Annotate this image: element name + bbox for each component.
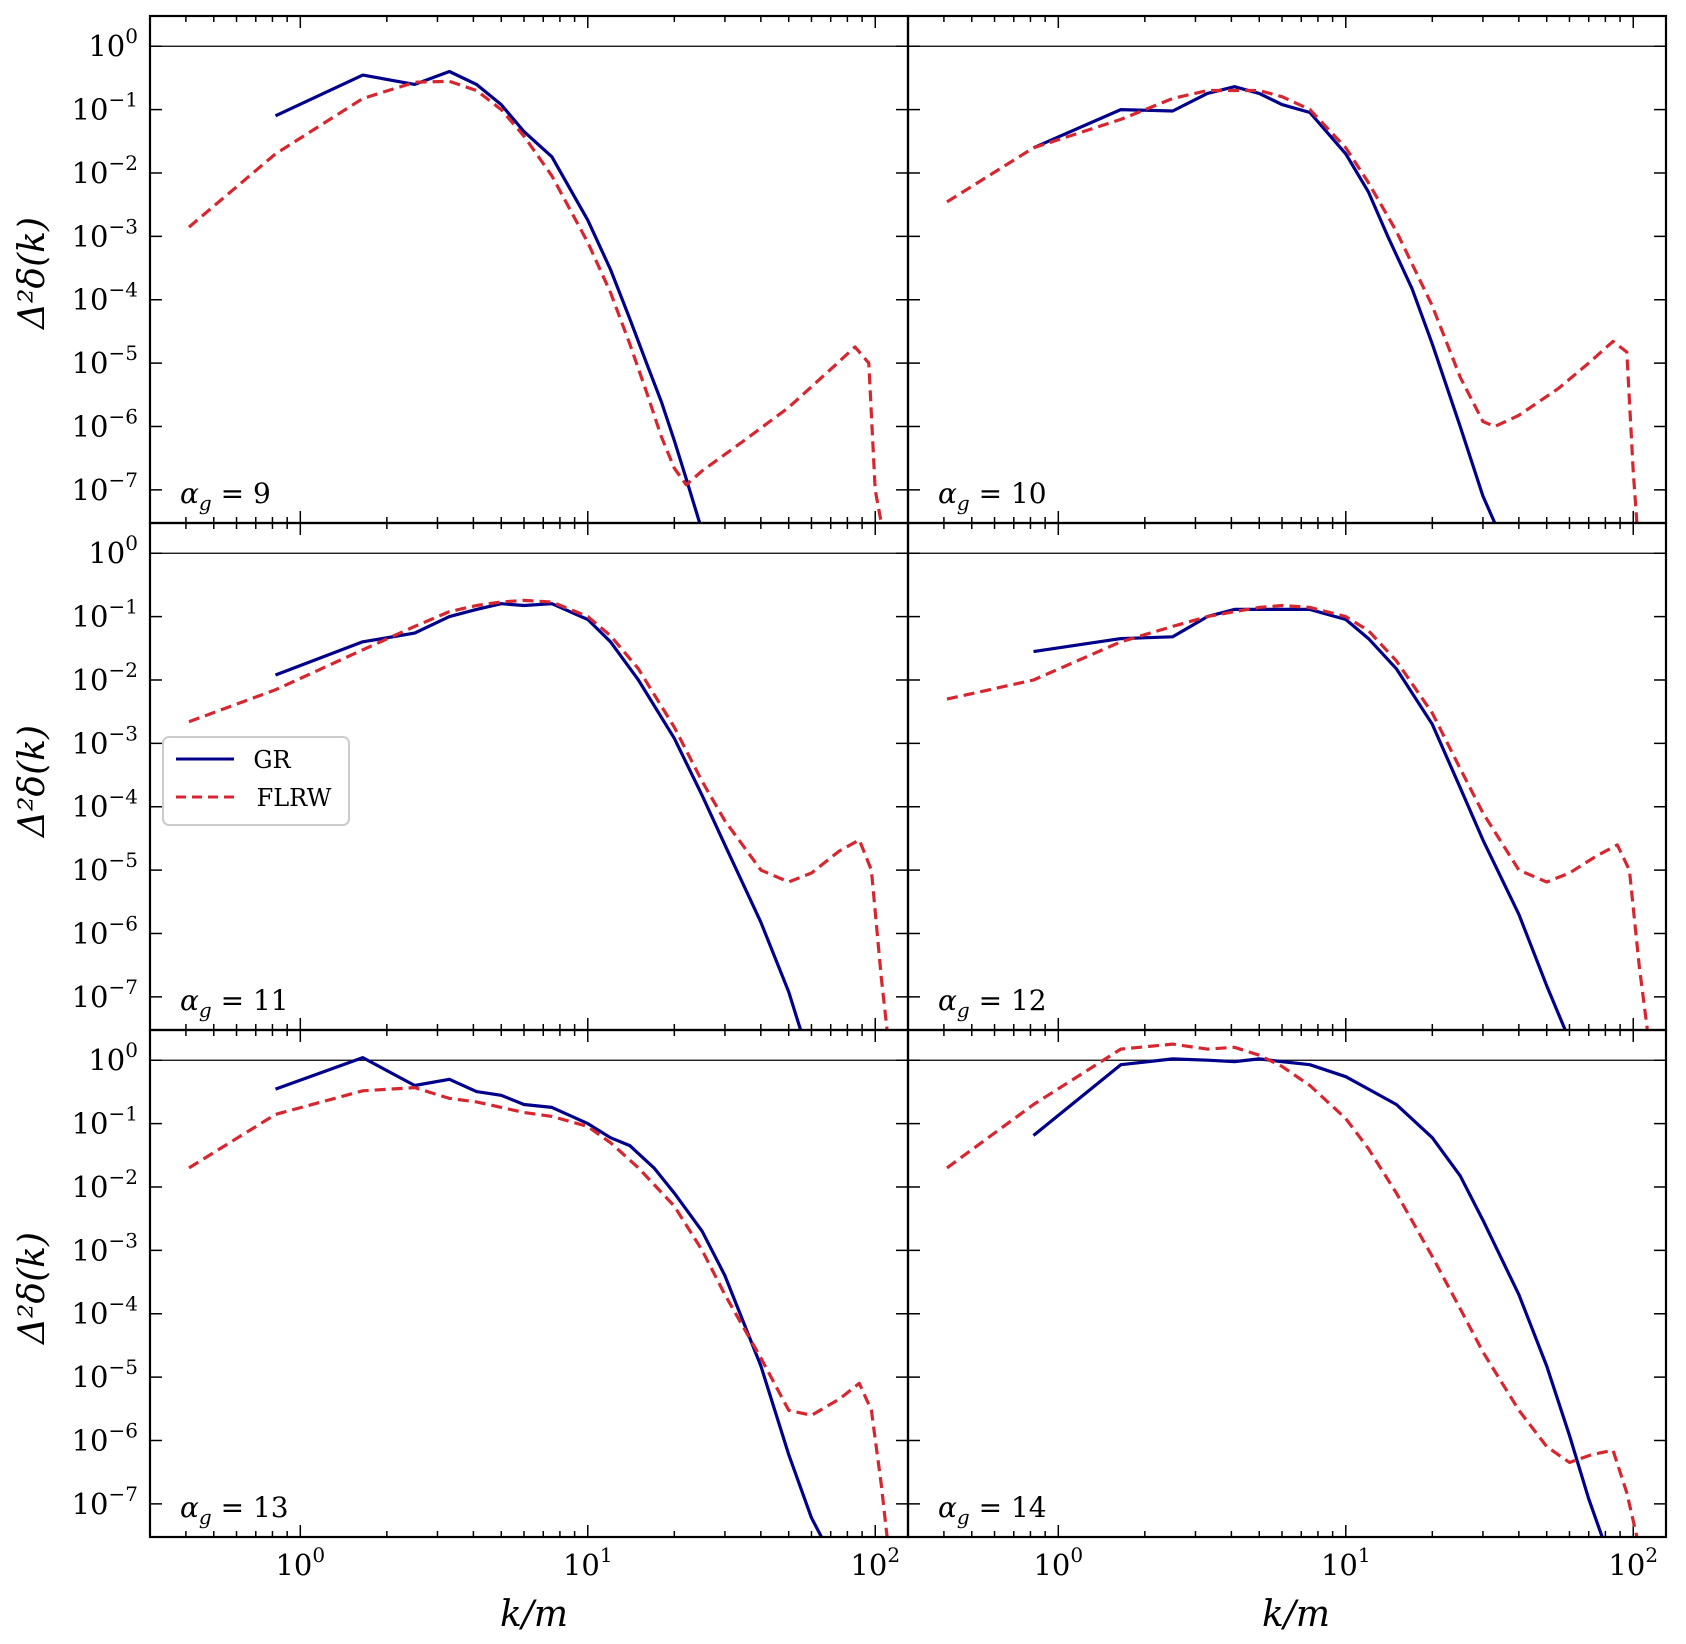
- y-tick-label: 10−5: [72, 1355, 138, 1394]
- series-gr-line: [274, 602, 803, 1030]
- series-gr-line: [274, 69, 702, 523]
- y-tick-label: 10−4: [72, 278, 138, 317]
- y-tick-label: 10−3: [72, 721, 138, 760]
- series-gr-line: [1033, 607, 1567, 1030]
- series-group: [188, 598, 889, 1030]
- panel-frame: [906, 521, 1668, 1032]
- x-axis-label-right: k/m: [1262, 1594, 1330, 1635]
- y-tick-label: 10−1: [72, 595, 138, 634]
- y-tick-label: 10−7: [72, 1482, 138, 1521]
- panel-frame: [906, 14, 1668, 525]
- series-group: [188, 1055, 889, 1537]
- y-tick-label: 10−3: [72, 214, 138, 253]
- panel-annotation: αg = 10: [938, 477, 1047, 515]
- panel-annotation: αg = 11: [180, 984, 289, 1022]
- legend-flrw-label: FLRW: [257, 784, 332, 812]
- series-group: [946, 1042, 1639, 1537]
- y-tick-label: 10−4: [72, 785, 138, 824]
- series-gr-line: [274, 1055, 823, 1537]
- x-axis-label-left: k/m: [500, 1594, 568, 1635]
- y-tick-label: 100: [88, 1038, 138, 1077]
- y-tick-label: 100: [88, 531, 138, 570]
- series-group: [946, 85, 1639, 523]
- panel-annotation: αg = 13: [180, 1491, 289, 1529]
- series-flrw-line: [188, 598, 889, 1030]
- series-flrw-line: [187, 79, 883, 523]
- panel-frame: [906, 1028, 1668, 1539]
- y-axis-label-middle: Δ²δ(k): [12, 725, 53, 839]
- y-tick-label: 10−2: [72, 151, 138, 190]
- x-tick-label: 100: [1033, 1543, 1083, 1582]
- panel-5: 100 10−1 10−2 10−3 10−4 10−5 10−6 10−7 100 101 102…: [72, 1028, 910, 1582]
- panel-annotation: αg = 9: [180, 477, 271, 515]
- panel-frame: [148, 14, 910, 525]
- y-axis-label-bottom: Δ²δ(k): [12, 1232, 53, 1346]
- y-tick-label: 100: [88, 24, 138, 63]
- x-tick-label: 102: [1608, 1543, 1658, 1582]
- panels-group: 100 10−1 10−2 10−3 10−4 10−5 10−6 10−7 αg = 9 αg …: [72, 14, 1668, 1582]
- panel-annotation: αg = 12: [938, 984, 1047, 1022]
- panel-3: 100 10−1 10−2 10−3 10−4 10−5 10−6 10−7 αg = 11: [72, 521, 910, 1032]
- series-gr-line: [1032, 85, 1497, 523]
- series-gr-line: [1032, 1057, 1604, 1537]
- series-flrw-line: [188, 1085, 889, 1537]
- x-tick-label: 102: [850, 1543, 900, 1582]
- y-tick-label: 10−5: [72, 848, 138, 887]
- y-tick-label: 10−3: [72, 1228, 138, 1267]
- y-tick-label: 10−2: [72, 1165, 138, 1204]
- y-axis-label-top: Δ²δ(k): [12, 217, 53, 331]
- series-group: [187, 69, 883, 523]
- panel-4: αg = 12: [906, 521, 1668, 1032]
- x-tick-label: 101: [563, 1543, 613, 1582]
- y-tick-label: 10−6: [72, 911, 138, 950]
- series-flrw-line: [946, 1042, 1639, 1537]
- y-tick-label: 10−5: [72, 341, 138, 380]
- x-tick-label: 100: [275, 1543, 325, 1582]
- legend-gr-label: GR: [253, 746, 291, 774]
- panel-2: αg = 10: [906, 14, 1668, 525]
- y-tick-label: 10−6: [72, 404, 138, 443]
- panel-annotation: αg = 14: [938, 1491, 1047, 1529]
- y-tick-label: 10−7: [72, 975, 138, 1014]
- x-tick-label: 101: [1321, 1543, 1371, 1582]
- y-tick-label: 10−7: [72, 468, 138, 507]
- y-tick-label: 10−4: [72, 1292, 138, 1331]
- series-flrw-line: [946, 603, 1649, 1030]
- y-tick-label: 10−2: [72, 658, 138, 697]
- panel-6: 100 101 102 αg = 14: [906, 1028, 1668, 1582]
- series-flrw-line: [946, 88, 1639, 523]
- y-tick-label: 10−6: [72, 1418, 138, 1457]
- panel-1: 100 10−1 10−2 10−3 10−4 10−5 10−6 10−7 αg = 9: [72, 14, 910, 525]
- legend: GR FLRW: [162, 736, 350, 826]
- y-tick-label: 10−1: [72, 1102, 138, 1141]
- y-tick-label: 10−1: [72, 88, 138, 127]
- series-group: [946, 603, 1649, 1030]
